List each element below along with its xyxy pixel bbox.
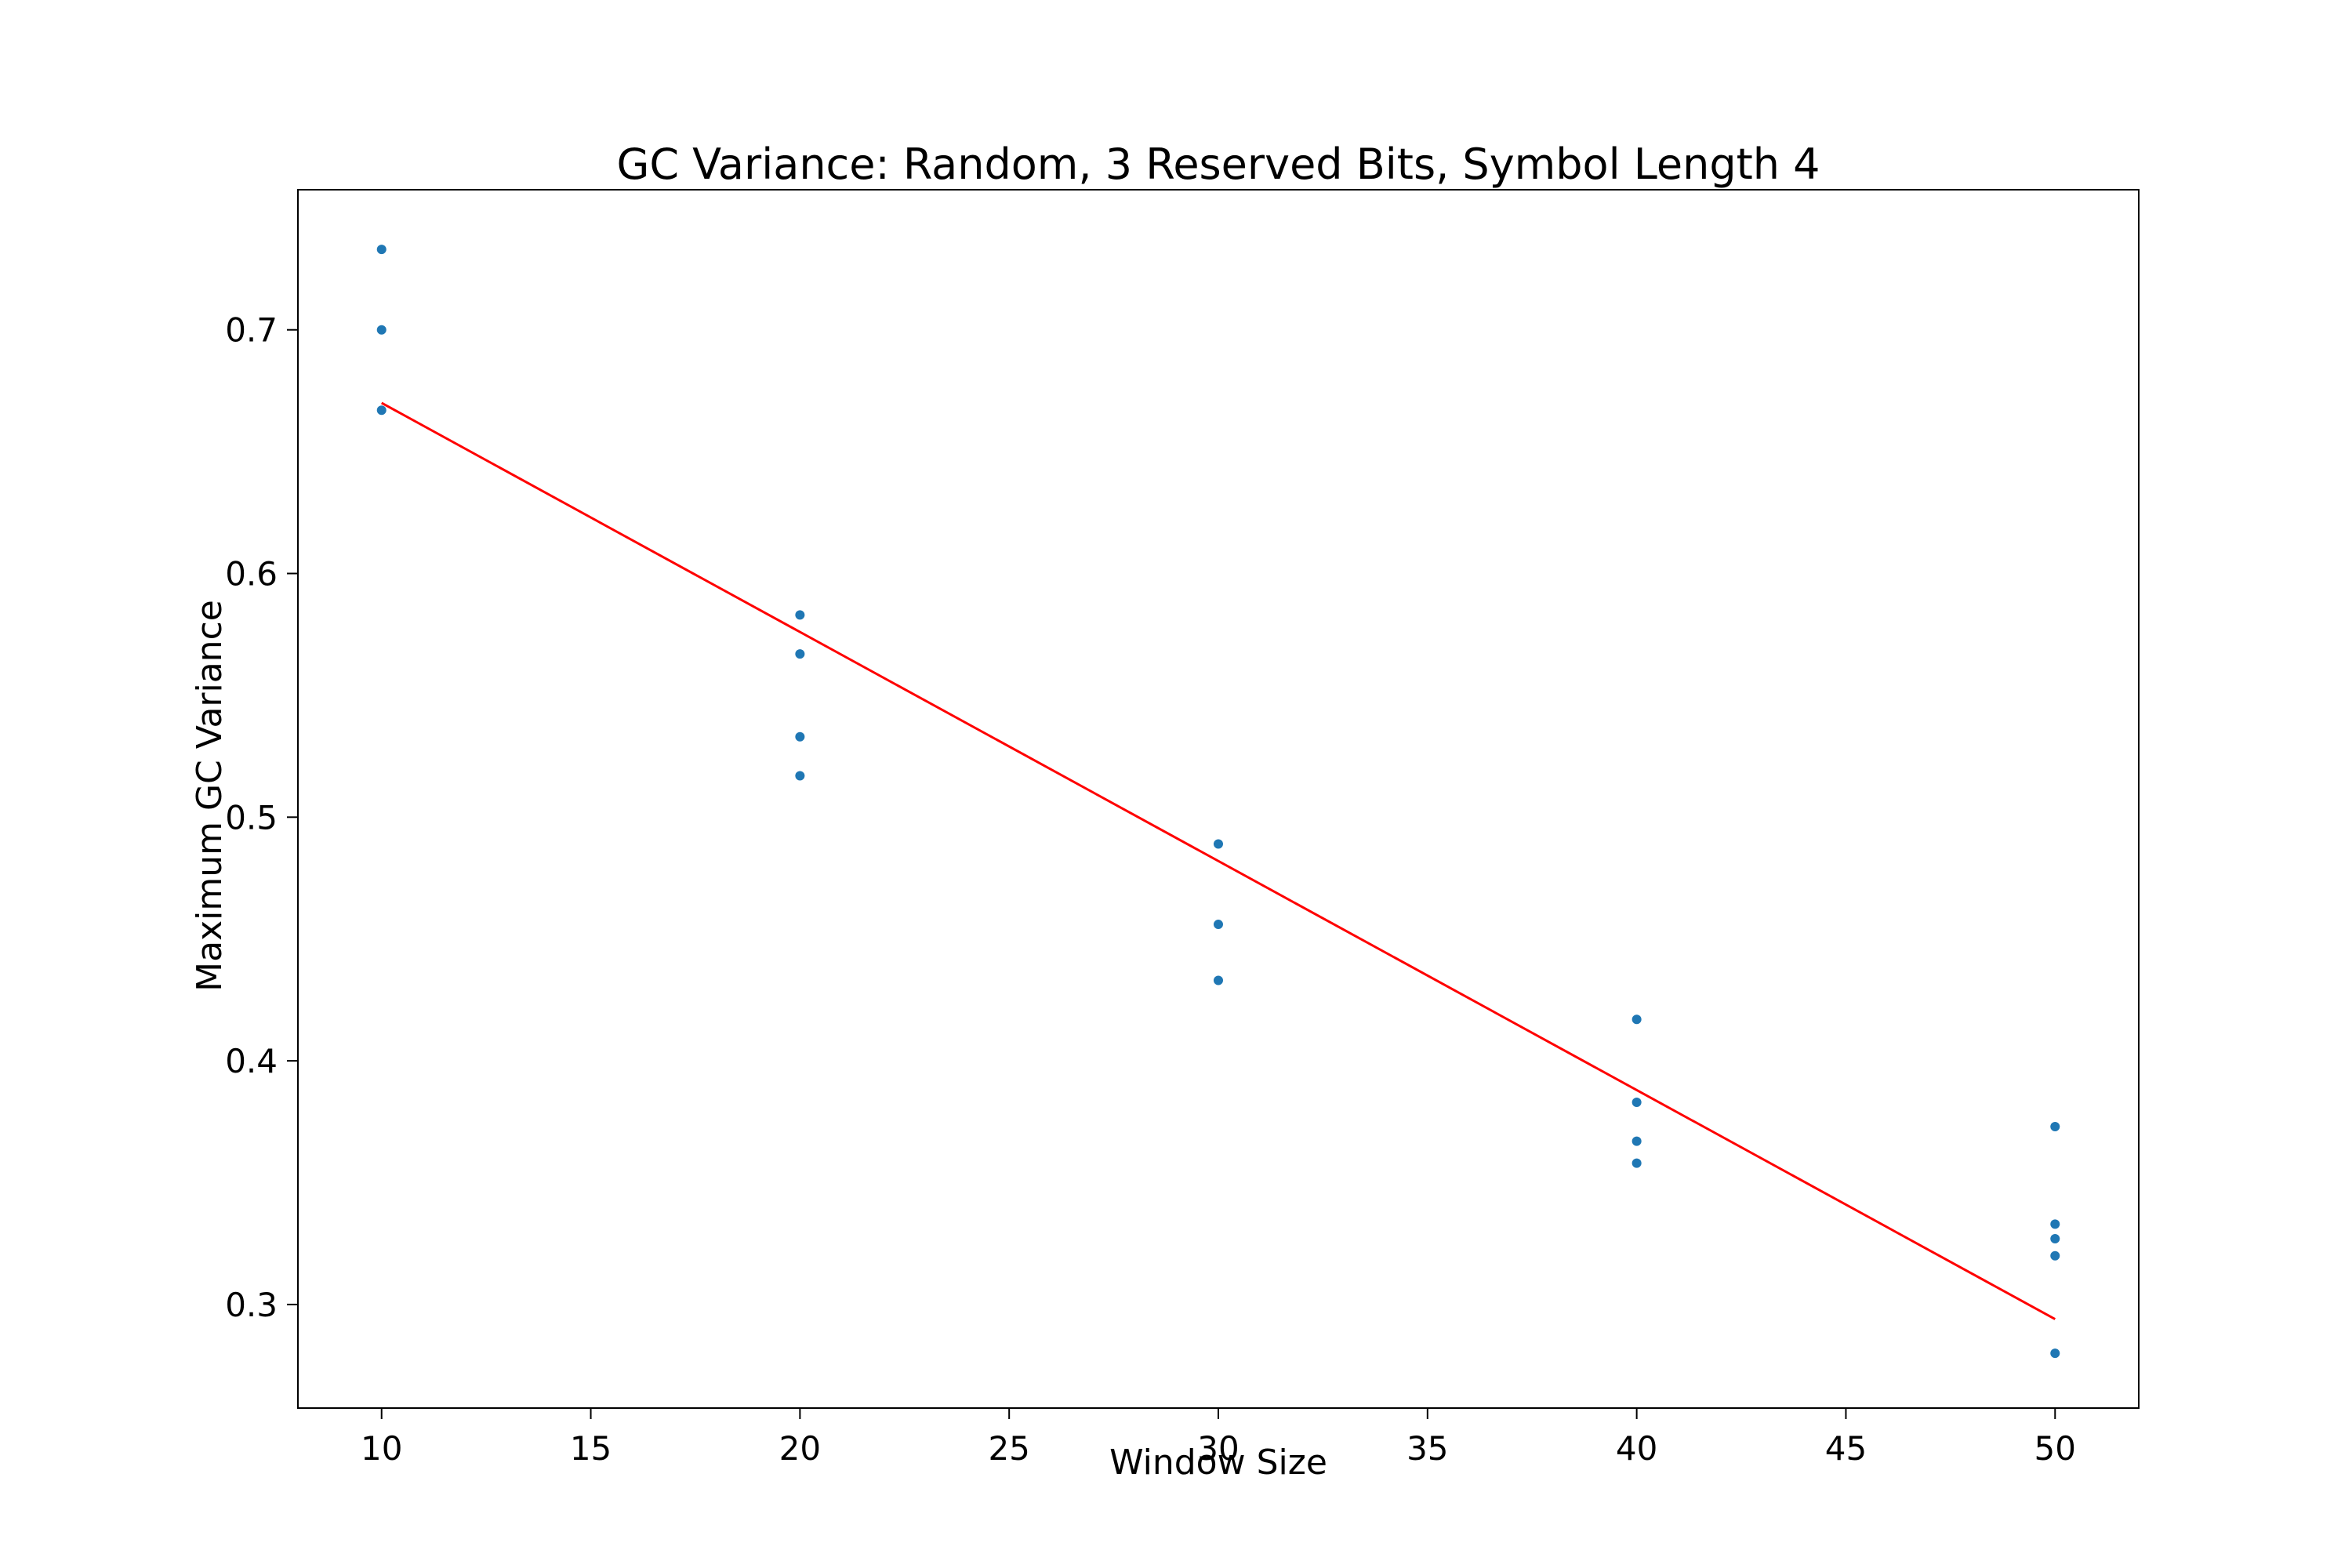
fit-line — [381, 401, 2056, 1320]
data-point — [795, 610, 805, 620]
data-point — [2050, 1250, 2060, 1261]
data-point — [795, 731, 805, 742]
data-point — [2050, 1219, 2060, 1229]
data-point — [1632, 1014, 1642, 1025]
x-tick-label: 20 — [779, 1429, 821, 1468]
data-point — [2050, 1348, 2060, 1359]
plot-area — [376, 245, 2060, 1359]
data-point — [795, 771, 805, 781]
data-point — [1214, 975, 1223, 985]
y-axis-label: Maximum GC Variance — [190, 600, 230, 992]
x-tick-label: 40 — [1616, 1429, 1657, 1468]
data-point — [376, 325, 387, 335]
data-point — [795, 649, 805, 659]
data-point — [1214, 839, 1223, 849]
data-point — [376, 405, 387, 416]
x-tick-label: 15 — [570, 1429, 612, 1468]
data-point — [1214, 920, 1223, 930]
chart-title: GC Variance: Random, 3 Reserved Bits, Sy… — [616, 140, 1820, 189]
x-tick-label: 45 — [1825, 1429, 1867, 1468]
y-tick-label: 0.4 — [225, 1042, 278, 1080]
x-tick-label: 30 — [1197, 1429, 1239, 1468]
y-tick-label: 0.7 — [225, 311, 278, 350]
y-tick-label: 0.5 — [225, 798, 278, 837]
data-point — [2050, 1233, 2060, 1243]
x-tick-label: 10 — [361, 1429, 402, 1468]
data-point — [2050, 1122, 2060, 1132]
y-axis: 0.3 0.4 0.5 0.6 0.7 — [225, 311, 298, 1324]
data-point — [376, 245, 387, 255]
plot-frame — [297, 189, 2140, 1409]
data-point — [1632, 1097, 1642, 1107]
data-point — [1632, 1136, 1642, 1146]
x-axis: 10 15 20 25 30 35 40 45 50 — [361, 1408, 2076, 1468]
x-tick-label: 25 — [988, 1429, 1029, 1468]
x-tick-label: 35 — [1406, 1429, 1448, 1468]
data-point — [1632, 1158, 1642, 1168]
y-tick-label: 0.3 — [225, 1286, 278, 1324]
x-tick-label: 50 — [2034, 1429, 2076, 1468]
y-tick-label: 0.6 — [225, 555, 278, 593]
x-axis-label: Window Size — [1109, 1443, 1327, 1483]
